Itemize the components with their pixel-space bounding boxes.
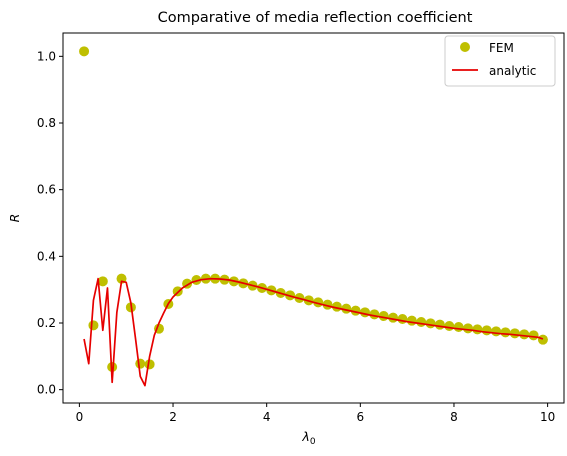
fem-point bbox=[397, 314, 408, 324]
x-tick-label: 8 bbox=[450, 410, 458, 424]
plot-frame bbox=[62, 32, 565, 404]
x-tick-label: 6 bbox=[357, 410, 365, 424]
x-axis-label-main: λ bbox=[301, 429, 309, 444]
fem-point bbox=[434, 319, 445, 330]
fem-point bbox=[369, 309, 380, 320]
fem-point bbox=[519, 329, 530, 340]
legend-box bbox=[444, 35, 556, 87]
y-tick-label: 0.4 bbox=[37, 249, 56, 263]
fem-point bbox=[500, 327, 511, 338]
y-axis-label: R bbox=[7, 214, 22, 223]
y-tick-label: 0.6 bbox=[37, 183, 56, 197]
fem-point bbox=[97, 276, 108, 287]
fem-point bbox=[425, 318, 436, 329]
fem-point bbox=[135, 358, 146, 369]
fem-point bbox=[79, 46, 90, 57]
fem-point bbox=[453, 322, 464, 332]
chart-title: Comparative of media reflection coeffici… bbox=[158, 10, 473, 26]
x-axis-label: λ0 bbox=[301, 429, 315, 447]
y-tick-label: 0.2 bbox=[37, 316, 56, 330]
fem-point bbox=[509, 328, 520, 339]
fem-point bbox=[491, 326, 502, 337]
x-tick-label: 2 bbox=[169, 410, 177, 424]
plot-area bbox=[79, 46, 548, 387]
x-axis-label-subscript: 0 bbox=[310, 437, 316, 447]
y-tick-label: 1.0 bbox=[37, 49, 56, 63]
x-axis-ticks: 0 2 4 6 8 10 bbox=[76, 403, 555, 424]
fem-point bbox=[88, 320, 99, 331]
fem-point bbox=[444, 321, 455, 331]
fem-point bbox=[463, 323, 474, 334]
fem-point bbox=[360, 307, 370, 318]
x-tick-label: 10 bbox=[540, 410, 555, 424]
fem-point bbox=[416, 317, 427, 327]
fem-point bbox=[472, 324, 483, 335]
y-tick-label: 0.8 bbox=[37, 116, 56, 130]
legend-fem-marker bbox=[460, 42, 470, 52]
fem-point bbox=[388, 312, 399, 323]
fem-point bbox=[406, 315, 417, 326]
fem-point bbox=[528, 330, 539, 341]
legend-fem-label: FEM bbox=[489, 41, 514, 55]
fem-point bbox=[537, 334, 548, 345]
x-tick-label: 0 bbox=[76, 410, 84, 424]
fem-point bbox=[378, 311, 389, 321]
fem-point bbox=[481, 325, 492, 336]
legend: FEM analytic bbox=[444, 35, 556, 87]
y-tick-label: 0.0 bbox=[37, 383, 56, 397]
analytic-line bbox=[83, 277, 544, 387]
x-tick-label: 4 bbox=[263, 410, 271, 424]
y-axis-ticks: 0.0 0.2 0.4 0.6 0.8 1.0 bbox=[37, 49, 63, 397]
legend-analytic-label: analytic bbox=[489, 64, 536, 78]
